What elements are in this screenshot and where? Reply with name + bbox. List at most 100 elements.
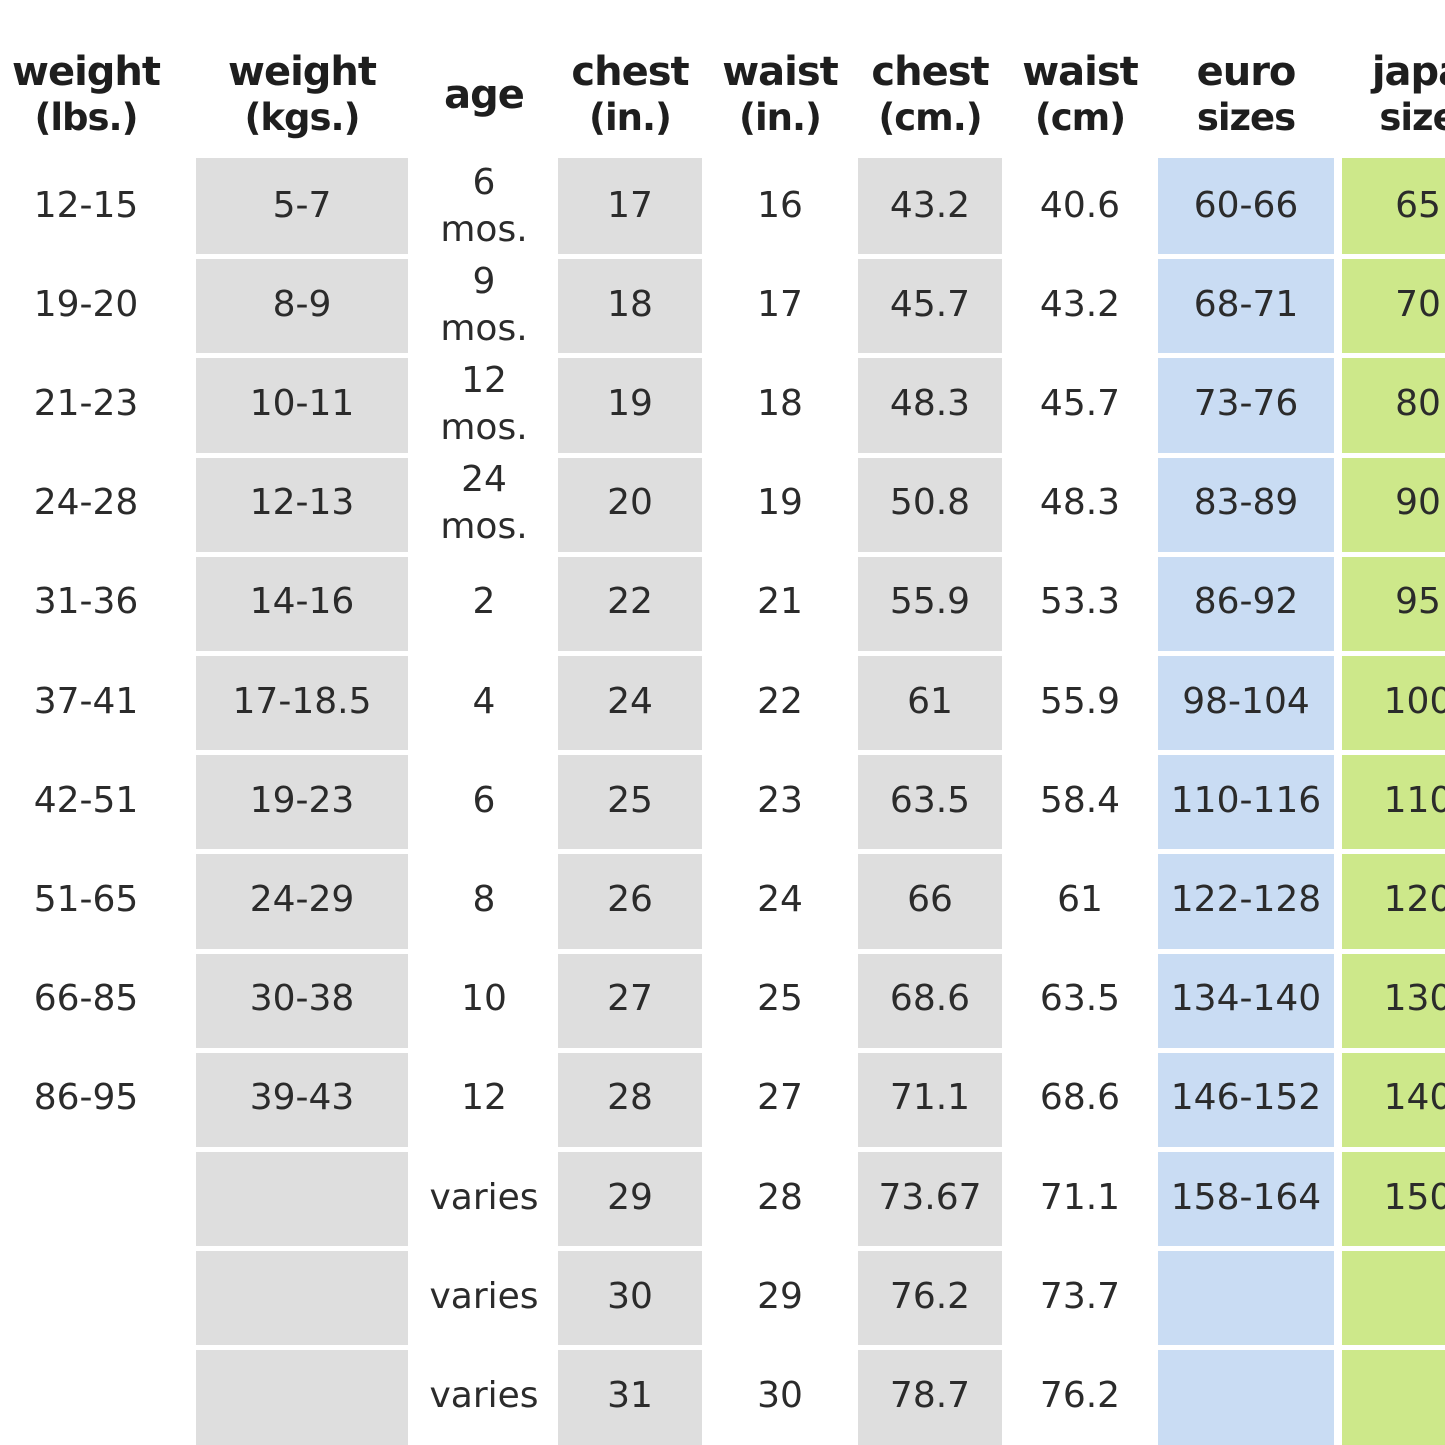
row-divider	[1158, 254, 1334, 260]
cell-japan	[1318, 1348, 1445, 1443]
row-divider	[196, 1147, 408, 1152]
cell-euro: 110-116	[1170, 779, 1322, 821]
header-unit: (lbs.)	[34, 95, 138, 139]
cell-euro: 158-164	[1170, 1176, 1322, 1218]
row-divider	[1158, 750, 1334, 756]
row-divider	[558, 849, 702, 855]
header-unit: (cm)	[1034, 95, 1126, 139]
cell-waist-cm: 73.7	[1039, 1275, 1121, 1317]
cell-weight-kgs: 30-38	[249, 978, 355, 1020]
cell-age: varies	[429, 1374, 539, 1416]
row-divider	[558, 551, 702, 557]
cell-euro: 134-140	[1170, 978, 1322, 1020]
age-unit: mos.	[440, 506, 528, 548]
row-divider	[1158, 849, 1334, 855]
cell-age: 9 mos.	[384, 257, 584, 352]
cell-japan: 65	[1395, 184, 1441, 226]
cell-waist-cm: 45.7	[1039, 382, 1121, 424]
cell-age: 8	[472, 878, 496, 920]
row-divider	[1342, 452, 1445, 458]
row-divider	[196, 1345, 408, 1351]
cell-waist-cm: 58.4	[1039, 779, 1121, 821]
cell-waist-in: 27	[757, 1077, 803, 1119]
header-chest-in: chest (in.)	[530, 42, 730, 147]
header-unit: size	[1379, 95, 1445, 139]
cell-waist-cm: 43.2	[1039, 283, 1121, 325]
cell-chest-in: 27	[607, 978, 653, 1020]
cell-age: 12	[461, 1077, 507, 1119]
row-divider	[1158, 1147, 1334, 1152]
cell-weight-lbs: 19-20	[33, 283, 139, 325]
cell-waist-cm: 68.6	[1039, 1077, 1121, 1119]
cell-weight-kgs: 39-43	[249, 1077, 355, 1119]
cell-japan: 80	[1395, 382, 1441, 424]
cell-waist-cm: 71.1	[1039, 1176, 1121, 1218]
cell-japan: 130	[1383, 978, 1445, 1020]
cell-chest-cm: 78.7	[889, 1374, 971, 1416]
cell-chest-in: 30	[607, 1275, 653, 1317]
header-unit: (in.)	[739, 95, 822, 139]
row-divider	[196, 849, 408, 855]
cell-weight-lbs: 31-36	[33, 581, 139, 623]
cell-waist-in: 23	[757, 779, 803, 821]
header-euro: euro sizes	[1146, 42, 1346, 147]
cell-age: 4	[472, 680, 496, 722]
cell-japan: 120	[1383, 878, 1445, 920]
row-divider	[858, 551, 1002, 557]
cell-japan: 150	[1383, 1176, 1445, 1218]
cell-chest-cm: 68.6	[889, 978, 971, 1020]
row-divider	[1158, 1047, 1334, 1053]
cell-euro: 73-76	[1193, 382, 1299, 424]
row-divider	[858, 452, 1002, 458]
cell-weight-kgs: 17-18.5	[232, 680, 372, 722]
header-age: age	[384, 42, 584, 147]
row-divider	[858, 353, 1002, 359]
cell-waist-in: 16	[757, 184, 803, 226]
row-divider	[1342, 254, 1445, 260]
row-divider	[1342, 353, 1445, 359]
cell-chest-cm: 43.2	[889, 184, 971, 226]
cell-euro: 98-104	[1182, 680, 1310, 722]
row-divider	[1158, 353, 1334, 359]
cell-chest-in: 26	[607, 878, 653, 920]
row-divider	[558, 750, 702, 756]
row-divider	[558, 353, 702, 359]
cell-japan: 140	[1383, 1077, 1445, 1119]
header-waist-cm: waist (cm)	[980, 42, 1180, 147]
cell-weight-kgs: 24-29	[249, 878, 355, 920]
row-divider	[196, 750, 408, 756]
header-title: age	[444, 71, 525, 118]
cell-chest-cm: 55.9	[889, 581, 971, 623]
header-title: chest	[871, 48, 989, 95]
cell-waist-cm: 76.2	[1039, 1374, 1121, 1416]
column-background-japan	[1342, 158, 1445, 1445]
header-unit: (cm.)	[878, 95, 982, 139]
cell-weight-kgs: 19-23	[249, 779, 355, 821]
cell-weight-lbs: 12-15	[33, 184, 139, 226]
cell-weight-kgs: 10-11	[249, 382, 355, 424]
header-chest-cm: chest (cm.)	[830, 42, 1030, 147]
cell-weight-lbs	[0, 1150, 186, 1245]
cell-waist-in: 25	[757, 978, 803, 1020]
cell-chest-cm: 76.2	[889, 1275, 971, 1317]
row-divider	[558, 1047, 702, 1053]
cell-japan: 110	[1383, 779, 1445, 821]
header-waist-in: waist (in.)	[680, 42, 880, 147]
cell-chest-in: 17	[607, 184, 653, 226]
cell-waist-in: 24	[757, 878, 803, 920]
cell-age: 10	[461, 978, 507, 1020]
cell-chest-cm: 66	[907, 878, 953, 920]
cell-weight-kgs: 14-16	[249, 581, 355, 623]
cell-waist-in: 30	[757, 1374, 803, 1416]
cell-weight-lbs: 21-23	[33, 382, 139, 424]
cell-weight-kgs	[202, 1150, 402, 1245]
row-divider	[858, 1047, 1002, 1053]
row-divider	[196, 452, 408, 458]
age-unit: mos.	[440, 406, 528, 448]
row-divider	[858, 1246, 1002, 1252]
cell-chest-in: 19	[607, 382, 653, 424]
cell-waist-in: 22	[757, 680, 803, 722]
header-title: waist	[1022, 48, 1139, 95]
cell-chest-cm: 48.3	[889, 382, 971, 424]
